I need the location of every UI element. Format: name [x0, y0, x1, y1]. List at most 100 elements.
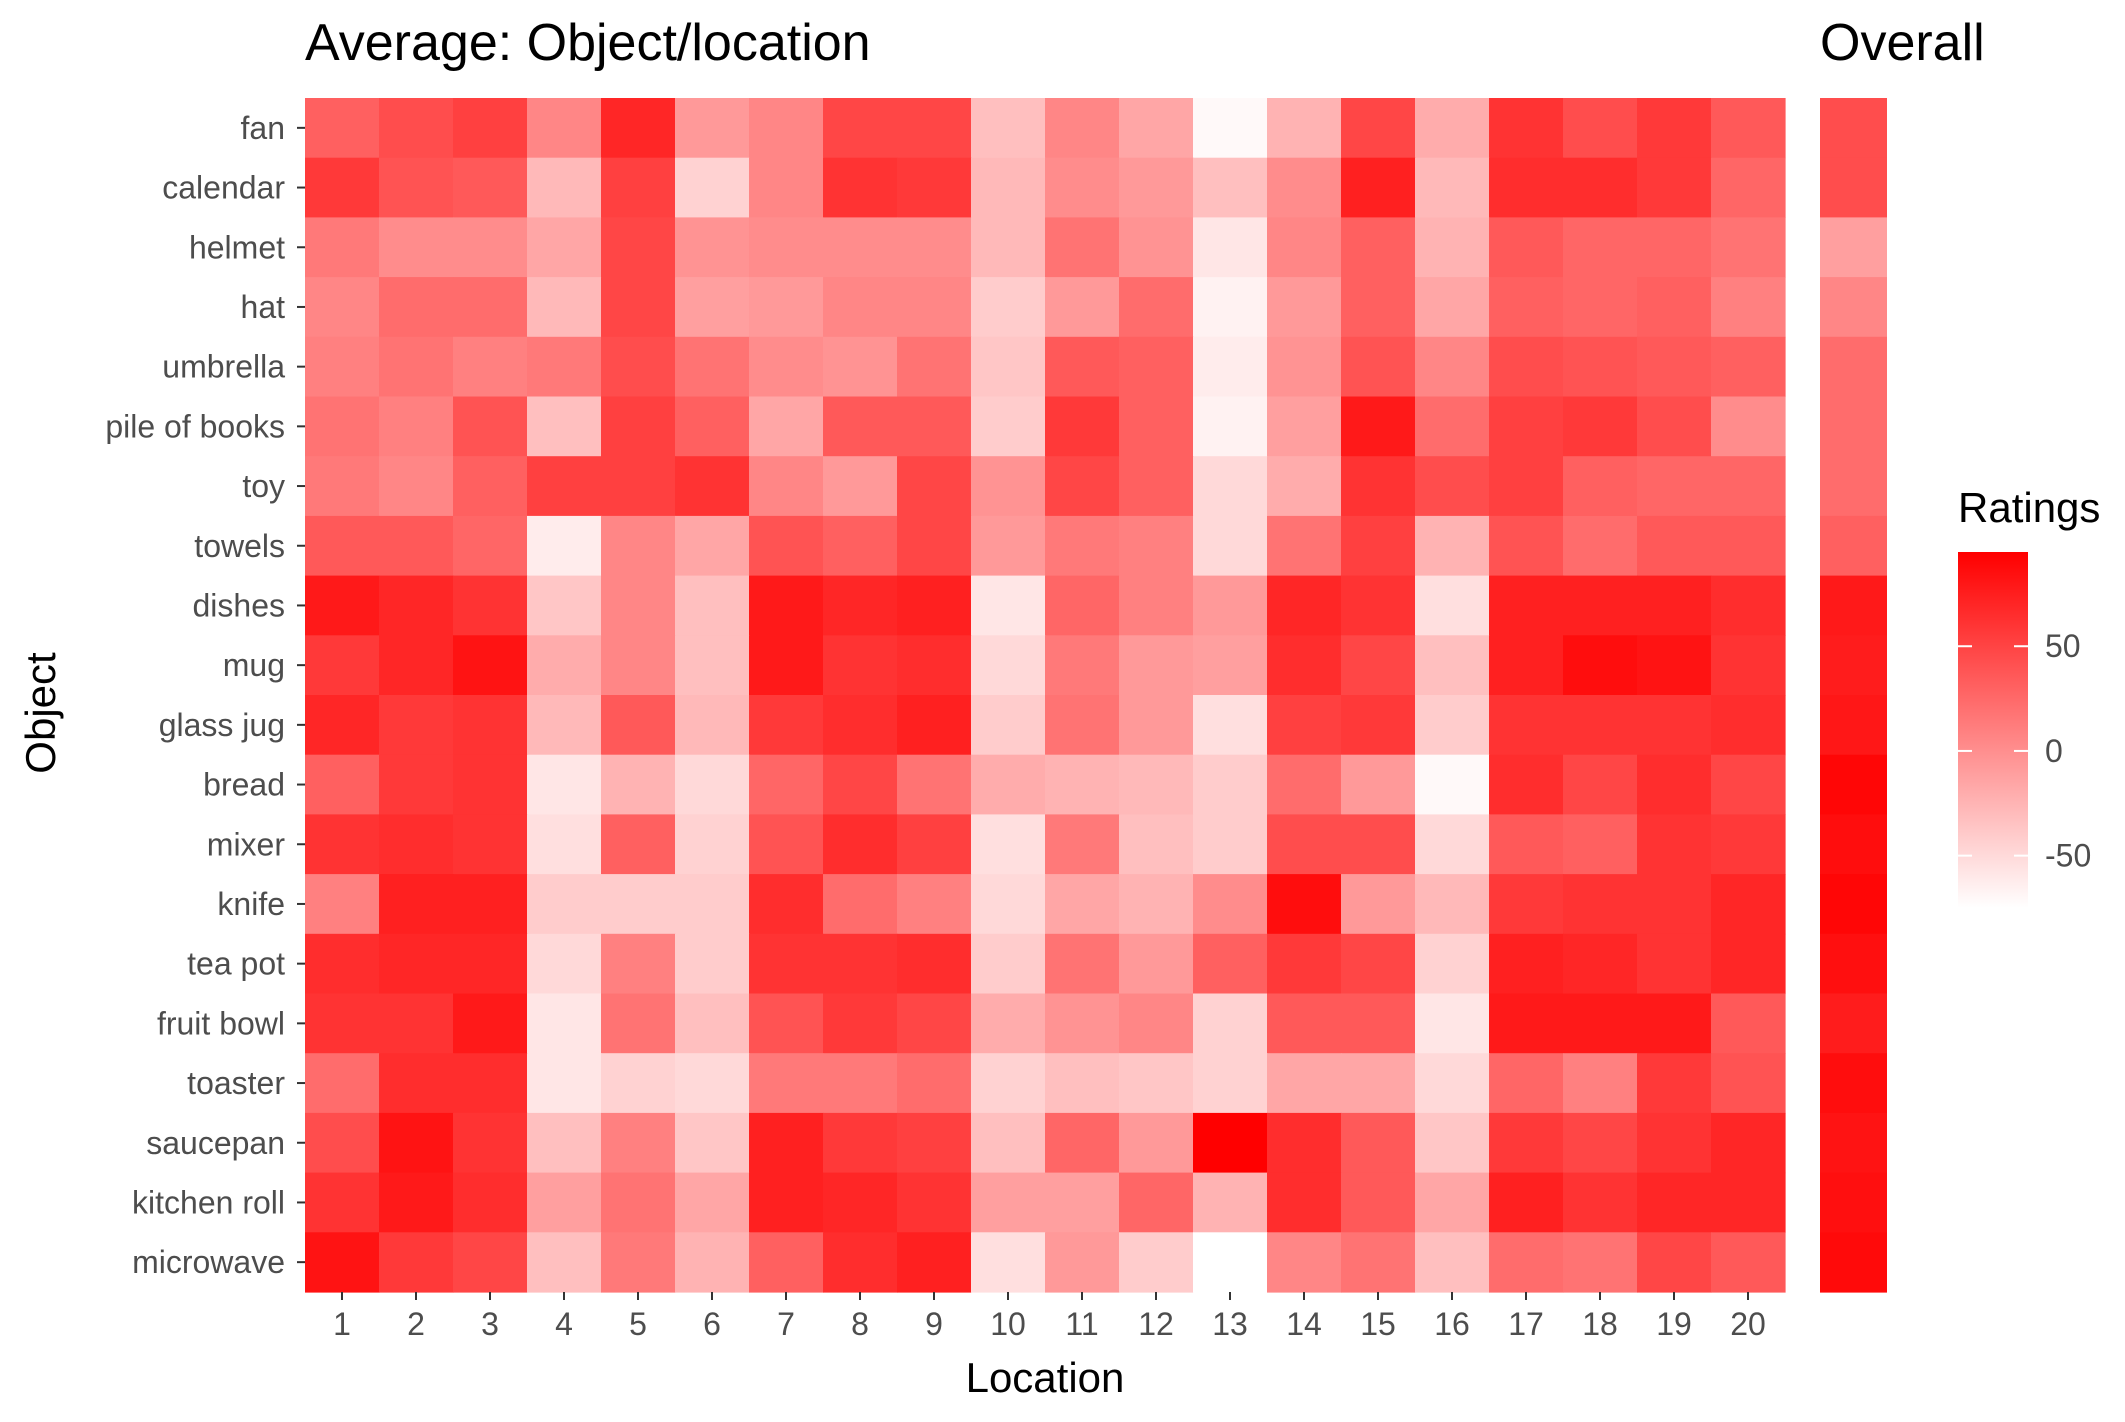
heatmap-cell [453, 277, 528, 338]
x-tick-label: 12 [1138, 1306, 1174, 1342]
heatmap-cell [1119, 1232, 1194, 1293]
heatmap-cell [1193, 98, 1268, 159]
x-tick-label: 5 [629, 1306, 647, 1342]
heatmap-cell [823, 814, 898, 875]
heatmap-cell [527, 1172, 602, 1233]
heatmap-cell [305, 933, 380, 995]
legend-tick-label: -50 [2045, 838, 2091, 874]
heatmap-cell [1415, 396, 1490, 457]
x-tick-label: 11 [1065, 1306, 1098, 1342]
heatmap-cell [305, 754, 380, 815]
heatmap-cell [1193, 635, 1268, 696]
y-tick-label: saucepan [146, 1125, 285, 1161]
heatmap-cell [453, 575, 528, 636]
heatmap-cell [379, 336, 454, 398]
heatmap-cell [1045, 336, 1120, 398]
heatmap-cell [1267, 754, 1342, 815]
heatmap-cell [453, 1112, 528, 1174]
heatmap-cell [305, 98, 380, 159]
heatmap-cell [971, 515, 1046, 577]
heatmap-cell [1045, 1053, 1120, 1114]
heatmap-cell [1415, 98, 1490, 159]
heatmap-cell [1637, 754, 1712, 815]
y-tick-label: fan [241, 110, 285, 146]
heatmap-cell [379, 456, 454, 517]
heatmap-cell [1489, 695, 1564, 756]
heatmap-cell [305, 515, 380, 577]
heatmap-cell [1637, 814, 1712, 875]
heatmap-cell [1119, 456, 1194, 517]
heatmap-cell [675, 396, 750, 457]
heatmap-cell [1341, 1053, 1416, 1114]
heatmap-cell [749, 575, 824, 636]
y-tick-label: tea pot [187, 946, 285, 982]
heatmap-cell [305, 814, 380, 875]
heatmap-cell [305, 157, 380, 218]
heatmap-cell [601, 1172, 676, 1233]
heatmap-cell [971, 98, 1046, 159]
heatmap-cell [1637, 635, 1712, 696]
heatmap-cell [1193, 277, 1268, 338]
heatmap-cell [1415, 1172, 1490, 1233]
heatmap-cell [527, 695, 602, 756]
heatmap-cell [379, 217, 454, 278]
heatmap-cell [601, 1232, 676, 1293]
heatmap-cell [1119, 575, 1194, 636]
heatmap-cell [1415, 217, 1490, 278]
heatmap-cell [897, 1232, 972, 1293]
heatmap-cell [305, 993, 380, 1054]
y-tick-label: helmet [189, 229, 285, 265]
x-tick-label: 10 [990, 1306, 1026, 1342]
heatmap-cell [1119, 933, 1194, 995]
heatmap-cell [897, 993, 972, 1054]
heatmap-cell [675, 515, 750, 577]
heatmap-cell [749, 98, 824, 159]
heatmap-cell [379, 396, 454, 457]
x-tick-label: 6 [703, 1306, 721, 1342]
heatmap-cell [1341, 217, 1416, 278]
heatmap-cell [379, 1232, 454, 1293]
heatmap-cell [1415, 1053, 1490, 1114]
x-axis-ticks: 1 2 3 4 5 6 7 8 9 10 11 12 13 14 15 16 17 18 19 20 [333, 1292, 1766, 1342]
y-tick-label: glass jug [159, 707, 285, 743]
heatmap-cell [1637, 874, 1712, 935]
x-tick-label: 20 [1730, 1306, 1766, 1342]
heatmap-cell [1119, 1053, 1194, 1114]
heatmap-cell [305, 1053, 380, 1114]
heatmap-cell [453, 336, 528, 398]
x-tick-label: 8 [851, 1306, 869, 1342]
y-tick-label: microwave [132, 1244, 285, 1280]
heatmap-cell [1415, 874, 1490, 935]
heatmap-cell [601, 874, 676, 935]
heatmap-cell [453, 754, 528, 815]
heatmap-cell [601, 277, 676, 338]
heatmap-cell [675, 1232, 750, 1293]
heatmap-cell [1711, 933, 1786, 995]
heatmap-cell [1267, 1232, 1342, 1293]
heatmap-cell [1711, 635, 1786, 696]
heatmap-cell [1119, 874, 1194, 935]
heatmap-cell [1563, 98, 1638, 159]
heatmap-cell [897, 635, 972, 696]
heatmap-cell [675, 157, 750, 218]
y-tick-label: calendar [162, 170, 285, 206]
heatmap-cell [453, 933, 528, 995]
heatmap-cell [379, 1172, 454, 1233]
heatmap-cell [1563, 1232, 1638, 1293]
heatmap-cell [379, 695, 454, 756]
overall-cell [1820, 695, 1887, 756]
heatmap-cell [1563, 1053, 1638, 1114]
heatmap-cell [749, 1112, 824, 1174]
heatmap-cell [675, 993, 750, 1054]
legend-colorbar [1958, 552, 2028, 908]
heatmap-cell [453, 515, 528, 577]
heatmap-cell [749, 277, 824, 338]
heatmap-cell [1489, 1053, 1564, 1114]
heatmap-cell [1711, 456, 1786, 517]
heatmap-cell [749, 814, 824, 875]
heatmap-cell [675, 933, 750, 995]
heatmap-cell [897, 277, 972, 338]
heatmap-cell [1489, 1232, 1564, 1293]
heatmap-cell [527, 336, 602, 398]
heatmap-cell [1711, 993, 1786, 1054]
